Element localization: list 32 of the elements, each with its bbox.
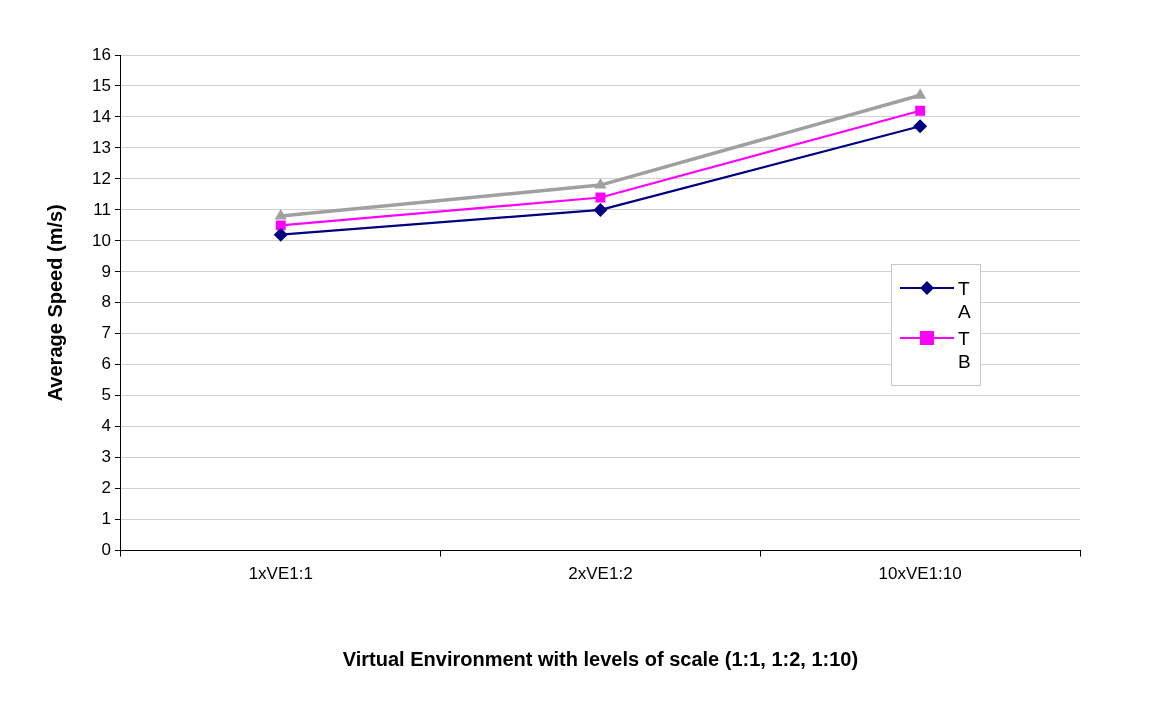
y-tick-label: 10 — [91, 230, 111, 250]
y-tick-label: 4 — [101, 416, 111, 436]
x-tick-label: 2xVE1:2 — [568, 564, 633, 584]
point — [915, 105, 926, 116]
y-tick-label: 1 — [101, 509, 111, 529]
y-tick-label: 8 — [101, 292, 111, 312]
legend-label: T A — [958, 277, 972, 323]
point — [274, 209, 287, 220]
point — [593, 202, 608, 217]
point — [594, 178, 607, 189]
y-tick-label: 16 — [91, 44, 111, 64]
y-tick-label: 2 — [101, 478, 111, 498]
point — [273, 227, 288, 242]
legend-label: T B — [958, 327, 972, 373]
y-tick-label: 14 — [91, 106, 111, 126]
y-tick-label: 7 — [101, 323, 111, 343]
y-tick-label: 12 — [91, 168, 111, 188]
y-axis-title: Average Speed (m/s) — [43, 204, 66, 402]
x-tick-label: 1xVE1:1 — [248, 564, 313, 584]
x-tick-label: 10xVE1:10 — [878, 564, 962, 584]
y-tick-label: 0 — [101, 540, 111, 560]
point — [914, 88, 927, 99]
y-tick-label: 6 — [101, 354, 111, 374]
y-tick-label: 15 — [91, 75, 111, 95]
y-tick-label: 5 — [101, 385, 111, 405]
point — [275, 220, 286, 231]
y-tick-label: 11 — [93, 199, 111, 219]
y-tick-label: 9 — [101, 261, 111, 281]
point — [913, 119, 928, 134]
y-tick-label: 13 — [91, 137, 111, 157]
x-axis-title: Virtual Environment with levels of scale (1:1, 1:2, 1:10) — [342, 647, 859, 670]
y-tick-label: 3 — [101, 447, 111, 467]
